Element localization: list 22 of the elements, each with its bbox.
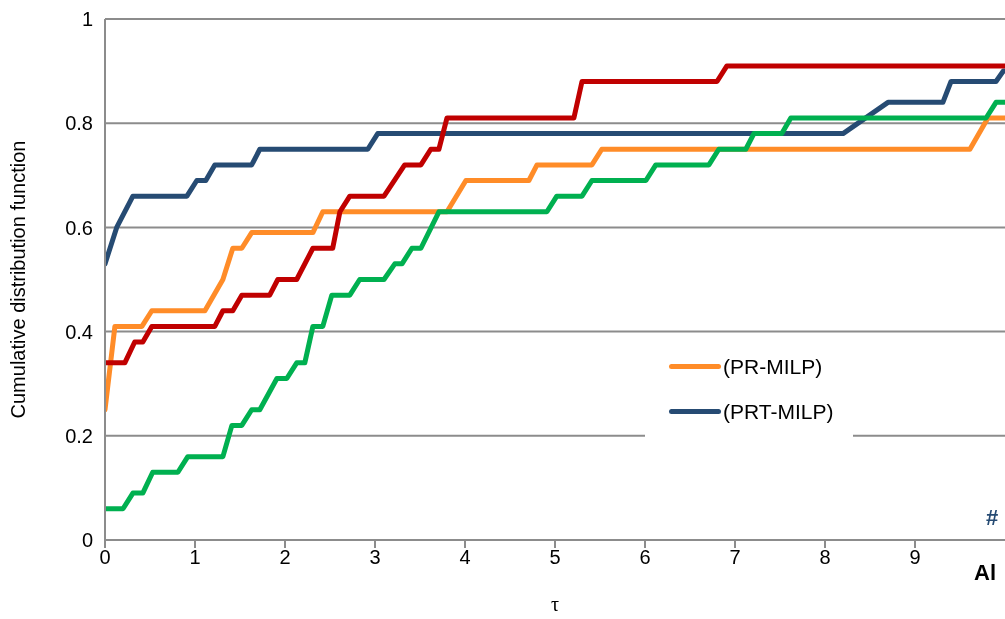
text: Al [973,558,997,587]
y-tick-label: 0 [81,529,93,552]
annotation: # [985,503,1000,532]
x-tick-label: 7 [729,546,741,569]
x-tick-label: 6 [639,546,651,569]
legend-label: (PRT-MILP) [723,399,834,424]
x-tick-label: 5 [549,546,561,569]
x-tick-label: 3 [369,546,381,569]
x-tick-label: 9 [909,546,921,569]
legend-label: (PR-MILP) [723,354,823,379]
x-tick-label: 0 [99,546,111,569]
x-tick-label: 1 [189,546,201,569]
y-axis-title: Cumulative distribution function [7,140,30,419]
x-tick-label: 2 [279,546,291,569]
x-axis-title: τ [550,593,560,615]
x-tick-label: 8 [819,546,831,569]
x-tick-label: 4 [459,546,471,569]
y-tick-label: 0.4 [65,320,93,343]
y-tick-label: 0.6 [65,216,93,239]
y-tick-label: 1 [81,8,93,31]
y-tick-label: 0.2 [65,424,93,447]
y-tick-label: 0.8 [65,112,93,135]
